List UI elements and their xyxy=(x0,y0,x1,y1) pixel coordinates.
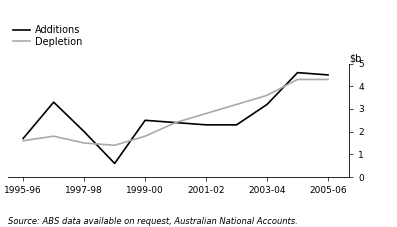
Depletion xyxy=(326,78,330,81)
Text: $b: $b xyxy=(349,54,362,64)
Depletion xyxy=(204,112,208,115)
Additions xyxy=(265,103,270,106)
Line: Depletion: Depletion xyxy=(23,79,328,145)
Line: Additions: Additions xyxy=(23,73,328,163)
Additions xyxy=(204,123,208,126)
Legend: Additions, Depletion: Additions, Depletion xyxy=(13,25,83,47)
Depletion xyxy=(265,94,270,97)
Depletion xyxy=(173,121,178,124)
Additions xyxy=(21,137,25,140)
Depletion xyxy=(51,135,56,138)
Additions xyxy=(143,119,148,122)
Depletion xyxy=(112,144,117,147)
Depletion xyxy=(21,139,25,142)
Additions xyxy=(51,101,56,104)
Additions xyxy=(82,130,87,133)
Additions xyxy=(326,74,330,76)
Depletion xyxy=(295,78,300,81)
Depletion xyxy=(82,142,87,144)
Additions xyxy=(295,71,300,74)
Additions xyxy=(112,162,117,165)
Text: Source: ABS data available on request, Australian National Accounts.: Source: ABS data available on request, A… xyxy=(8,217,298,226)
Depletion xyxy=(234,103,239,106)
Additions xyxy=(234,123,239,126)
Additions xyxy=(173,121,178,124)
Depletion xyxy=(143,135,148,138)
